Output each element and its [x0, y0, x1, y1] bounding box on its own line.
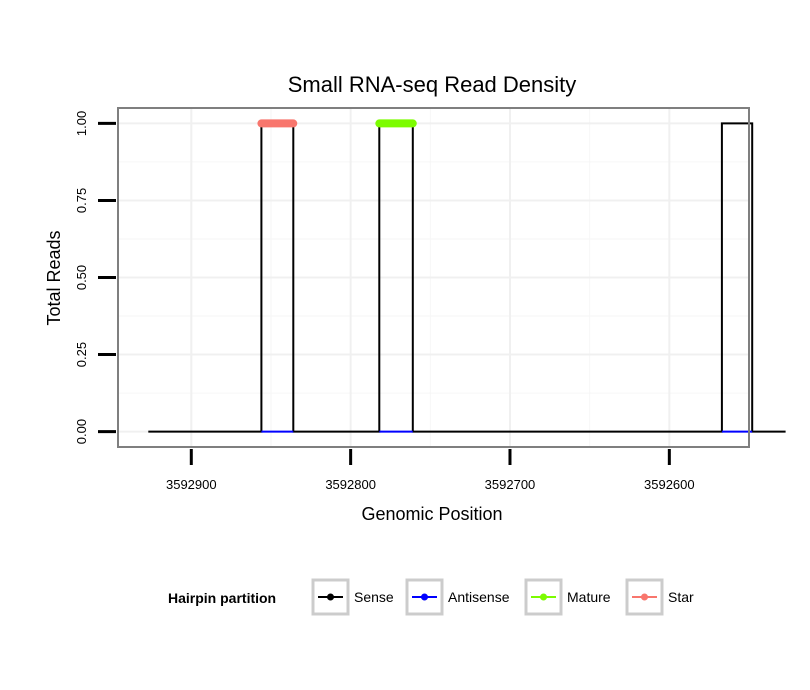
legend-title: Hairpin partition [168, 590, 276, 606]
legend: Hairpin partition Sense Antisense Mature St… [168, 578, 694, 616]
legend-key-dot-mature [540, 593, 547, 601]
legend-label-antisense: Antisense [448, 589, 510, 605]
x-tick-label: 3592700 [485, 477, 536, 492]
y-tick-label: 1.00 [74, 111, 89, 136]
x-axis-title: Genomic Position [361, 504, 502, 524]
legend-key-dot-sense [327, 593, 334, 601]
chart-title: Small RNA-seq Read Density [288, 72, 577, 97]
x-tick-label: 3592600 [644, 477, 695, 492]
legend-label-star: Star [668, 589, 694, 605]
y-axis: 0.00 0.25 0.50 0.75 1.00 [74, 111, 116, 444]
x-axis: 3592900 3592800 3592700 3592600 [166, 449, 695, 492]
plot-panel-border [117, 107, 750, 448]
y-tick-label: 0.00 [74, 419, 89, 444]
x-tick-label: 3592900 [166, 477, 217, 492]
legend-label-sense: Sense [354, 589, 394, 605]
grid-lines [118, 108, 749, 447]
y-tick-label: 0.75 [74, 188, 89, 213]
legend-key-dot-star [641, 593, 648, 601]
y-tick-label: 0.50 [74, 265, 89, 290]
y-tick-label: 0.25 [74, 342, 89, 367]
legend-key-dot-antisense [421, 593, 428, 601]
x-tick-label: 3592800 [325, 477, 376, 492]
series-layer [148, 119, 786, 433]
legend-label-mature: Mature [567, 589, 611, 605]
y-axis-title: Total Reads [44, 230, 64, 325]
